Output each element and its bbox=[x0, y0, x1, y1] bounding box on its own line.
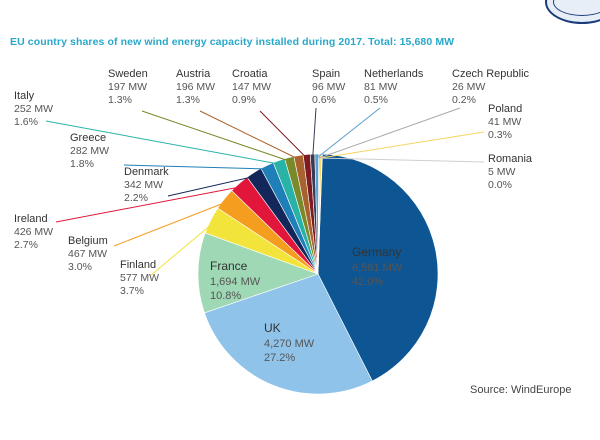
label-pct-sweden: 1.3% bbox=[108, 94, 132, 106]
label-name-ireland: Ireland bbox=[14, 213, 48, 225]
label-mw-denmark: 342 MW bbox=[124, 179, 163, 191]
label-name-netherlands: Netherlands bbox=[364, 68, 424, 80]
label-germany: Germany 6,581 MW 42.0% bbox=[352, 245, 403, 288]
pie-slices bbox=[197, 153, 439, 395]
label-name-greece: Greece bbox=[70, 132, 106, 144]
label-name-romania: Romania bbox=[488, 153, 533, 165]
chart-title: EU country shares of new wind energy cap… bbox=[10, 36, 455, 48]
label-name-france: France bbox=[210, 259, 248, 273]
label-mw-greece: 282 MW bbox=[70, 145, 109, 157]
label-name-sweden: Sweden bbox=[108, 68, 148, 80]
label-pct-italy: 1.6% bbox=[14, 116, 38, 128]
label-france: France 1,694 MW 10.8% bbox=[210, 259, 261, 302]
leader-line-finland bbox=[149, 221, 215, 277]
label-pct-denmark: 2.2% bbox=[124, 192, 148, 204]
slice-labels: Germany 6,581 MW 42.0% UK 4,270 MW 27.2% Franc… bbox=[14, 68, 533, 364]
label-mw-ireland: 426 MW bbox=[14, 226, 53, 238]
label-pct-germany: 42.0% bbox=[352, 276, 383, 288]
label-pct-ireland: 2.7% bbox=[14, 239, 38, 251]
label-name-austria: Austria bbox=[176, 68, 211, 80]
slice-germany bbox=[317, 153, 439, 382]
slice-france bbox=[197, 232, 319, 314]
leader-line-sweden bbox=[141, 110, 291, 162]
leader-line-ireland bbox=[55, 186, 242, 223]
label-name-poland: Poland bbox=[488, 103, 522, 115]
leader-line-denmark bbox=[167, 175, 257, 197]
label-mw-austria: 196 MW bbox=[176, 81, 215, 93]
label-mw-spain: 96 MW bbox=[312, 81, 345, 93]
label-mw-croatia: 147 MW bbox=[232, 81, 271, 93]
label-mw-belgium: 467 MW bbox=[68, 248, 107, 260]
leader-line-austria bbox=[199, 110, 300, 160]
slice-uk bbox=[204, 273, 373, 395]
label-pct-poland: 0.3% bbox=[488, 129, 512, 141]
leader-line-romania bbox=[322, 157, 485, 163]
label-name-denmark: Denmark bbox=[124, 166, 169, 178]
label-pct-uk: 27.2% bbox=[264, 352, 295, 364]
label-uk: UK 4,270 MW 27.2% bbox=[264, 321, 315, 364]
label-pct-croatia: 0.9% bbox=[232, 94, 256, 106]
label-pct-austria: 1.3% bbox=[176, 94, 200, 106]
leader-line-croatia bbox=[259, 110, 308, 159]
label-mw-netherlands: 81 MW bbox=[364, 81, 397, 93]
label-mw-uk: 4,270 MW bbox=[264, 338, 315, 350]
leader-line-spain bbox=[312, 107, 317, 159]
label-name-uk: UK bbox=[264, 321, 281, 335]
leader-line-netherlands bbox=[316, 107, 381, 159]
leader-lines bbox=[45, 107, 485, 277]
label-name-italy: Italy bbox=[14, 90, 35, 102]
source-note: Source: WindEurope bbox=[470, 384, 572, 396]
label-mw-sweden: 197 MW bbox=[108, 81, 147, 93]
label-pct-france: 10.8% bbox=[210, 290, 241, 302]
label-name-germany: Germany bbox=[352, 245, 401, 259]
label-mw-france: 1,694 MW bbox=[210, 276, 261, 288]
label-name-spain: Spain bbox=[312, 68, 340, 80]
leader-line-italy bbox=[45, 120, 281, 165]
label-pct-czech: 0.2% bbox=[452, 94, 476, 106]
label-name-croatia: Croatia bbox=[232, 68, 268, 80]
label-name-finland: Finland bbox=[120, 259, 156, 271]
leader-line-czech bbox=[319, 107, 461, 159]
label-mw-poland: 41 MW bbox=[488, 116, 521, 128]
label-mw-germany: 6,581 MW bbox=[352, 262, 403, 274]
label-pct-romania: 0.0% bbox=[488, 179, 512, 191]
label-mw-czech: 26 MW bbox=[452, 81, 485, 93]
label-pct-belgium: 3.0% bbox=[68, 261, 92, 273]
label-name-belgium: Belgium bbox=[68, 235, 108, 247]
leader-line-greece bbox=[123, 164, 269, 170]
leader-line-belgium bbox=[113, 201, 228, 247]
label-mw-finland: 577 MW bbox=[120, 272, 159, 284]
label-pct-netherlands: 0.5% bbox=[364, 94, 388, 106]
label-pct-greece: 1.8% bbox=[70, 158, 94, 170]
label-pct-finland: 3.7% bbox=[120, 285, 144, 297]
label-name-czech: Czech Republic bbox=[452, 68, 530, 80]
label-mw-italy: 252 MW bbox=[14, 103, 53, 115]
label-pct-spain: 0.6% bbox=[312, 94, 336, 106]
leader-line-poland bbox=[320, 131, 485, 159]
label-mw-romania: 5 MW bbox=[488, 166, 516, 178]
